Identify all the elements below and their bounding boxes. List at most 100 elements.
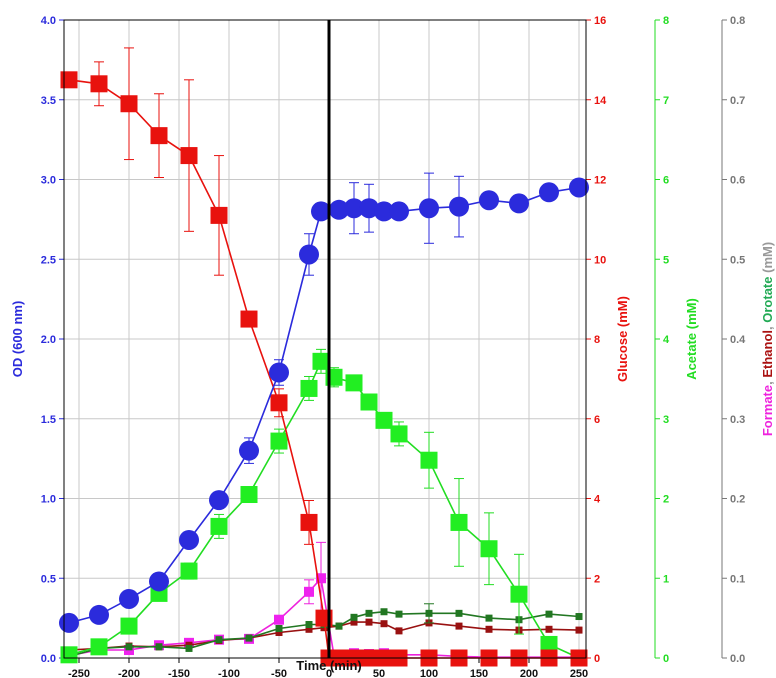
- x-tick-label: 0: [326, 668, 332, 678]
- x-tick-label: -150: [168, 668, 190, 678]
- x-tick-label: 150: [470, 668, 488, 678]
- x-tick-label: 250: [570, 668, 588, 678]
- data-point: [60, 71, 78, 89]
- minor-tick-label: 0.7: [730, 95, 745, 107]
- data-point: [149, 571, 169, 592]
- minor-title-ethanol: Ethanol: [760, 330, 775, 378]
- data-point: [179, 529, 199, 550]
- data-point: [375, 411, 393, 429]
- data-point: [270, 432, 288, 450]
- data-point: [395, 610, 403, 618]
- data-point: [119, 588, 139, 609]
- glucose-tick-label: 16: [594, 15, 606, 27]
- data-point: [274, 614, 284, 625]
- data-point: [425, 609, 433, 617]
- data-point: [312, 352, 330, 370]
- od-tick-label: 4.0: [41, 15, 56, 27]
- data-point: [539, 182, 559, 203]
- glucose-tick-label: 4: [594, 494, 601, 506]
- data-point: [360, 393, 378, 411]
- data-point: [180, 147, 198, 165]
- acetate-tick-label: 6: [663, 175, 669, 187]
- data-point: [90, 638, 108, 656]
- plot-frame: [63, 19, 587, 659]
- minor-tick-label: 0.4: [730, 334, 746, 346]
- plot-border: [63, 19, 587, 659]
- data-point: [335, 622, 343, 630]
- data-point: [120, 617, 138, 635]
- data-point: [485, 625, 493, 633]
- data-point: [365, 609, 373, 617]
- minor-axis-title: Formate, Ethanol, Orotate (mM): [760, 242, 775, 436]
- data-point: [215, 636, 223, 644]
- data-point: [359, 198, 379, 219]
- glucose-axis-title: Glucose (mM): [615, 296, 630, 382]
- data-point: [300, 513, 318, 531]
- data-point: [210, 517, 228, 535]
- data-point: [374, 201, 394, 222]
- acetate-tick-label: 2: [663, 494, 669, 506]
- od-tick-label: 0.0: [41, 653, 56, 665]
- data-point: [545, 610, 553, 618]
- acetate-axis-title: Acetate (mM): [684, 298, 699, 380]
- y-axes: 0.00.51.01.52.02.53.03.54.00246810121416…: [41, 15, 746, 665]
- minor-tick-label: 0.8: [730, 15, 745, 27]
- data-point: [240, 486, 258, 504]
- od-tick-label: 1.0: [41, 494, 56, 506]
- acetate-tick-label: 5: [663, 254, 669, 266]
- data-point: [275, 628, 283, 636]
- acetate-tick-label: 8: [663, 15, 669, 27]
- x-tick-label: -200: [118, 668, 140, 678]
- data-point: [350, 618, 358, 626]
- minor-tick-label: 0.2: [730, 494, 745, 506]
- od-axis-title: OD (600 nm): [10, 301, 25, 378]
- data-point: [450, 513, 468, 531]
- data-point: [344, 198, 364, 219]
- minor-tick-label: 0.1: [730, 573, 745, 585]
- data-point: [240, 310, 258, 328]
- minor-title-sep2: ,: [760, 323, 775, 330]
- od-tick-label: 1.5: [41, 414, 56, 426]
- minor-tick-label: 0.0: [730, 653, 745, 665]
- glucose-tick-label: 6: [594, 414, 600, 426]
- data-point: [180, 562, 198, 580]
- data-point: [209, 490, 229, 511]
- od-tick-label: 2.5: [41, 254, 56, 266]
- data-point: [125, 643, 133, 651]
- data-point: [311, 201, 331, 222]
- data-point: [449, 196, 469, 217]
- data-point: [304, 586, 314, 597]
- glucose-tick-label: 2: [594, 573, 600, 585]
- data-point: [89, 604, 109, 625]
- minor-title-formate: Formate: [760, 385, 775, 436]
- glucose-tick-label: 14: [594, 95, 607, 107]
- minor-title-orotate: Orotate: [760, 277, 775, 323]
- data-point: [275, 624, 283, 632]
- data-point: [245, 634, 253, 642]
- data-point: [455, 622, 463, 630]
- data-point: [345, 374, 363, 392]
- x-tick-label: 100: [420, 668, 438, 678]
- data-point: [419, 198, 439, 219]
- x-tick-label: 50: [373, 668, 385, 678]
- data-point: [316, 573, 326, 584]
- data-point: [420, 451, 438, 469]
- data-point: [155, 643, 163, 651]
- data-point: [269, 362, 289, 383]
- data-point: [329, 199, 349, 220]
- od-tick-label: 2.0: [41, 334, 56, 346]
- data-point: [455, 609, 463, 617]
- data-point: [510, 585, 528, 603]
- acetate-tick-label: 7: [663, 95, 669, 107]
- glucose-tick-label: 12: [594, 175, 606, 187]
- data-point: [299, 244, 319, 265]
- data-point: [300, 379, 318, 397]
- data-point: [120, 95, 138, 113]
- data-point: [569, 177, 589, 198]
- minor-tick-label: 0.5: [730, 254, 745, 266]
- acetate-tick-label: 3: [663, 414, 669, 426]
- data-point: [389, 201, 409, 222]
- data-point: [540, 635, 558, 653]
- glucose-tick-label: 0: [594, 653, 600, 665]
